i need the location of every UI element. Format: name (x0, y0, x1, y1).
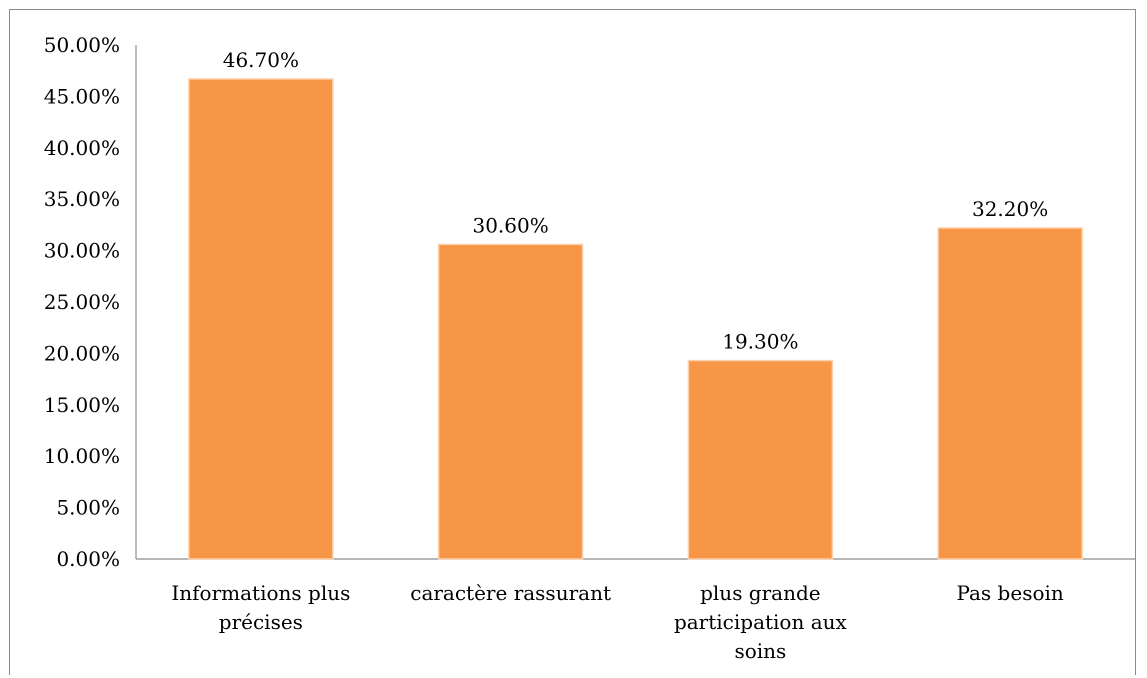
y-tick-label: 0.00% (56, 547, 120, 571)
y-tick-label: 10.00% (44, 444, 120, 468)
category-label: soins (734, 639, 786, 663)
category-label: caractère rassurant (410, 581, 611, 605)
category-label: précises (219, 610, 303, 634)
category-label: plus grande (700, 581, 821, 605)
data-labels: 46.70% 30.60% 19.30% 32.20% (223, 48, 1049, 354)
data-label: 19.30% (722, 330, 798, 354)
y-tick-label: 35.00% (44, 187, 120, 211)
x-axis-category-labels: Informations plus précises caractère rassu… (171, 581, 1064, 663)
y-tick-label: 5.00% (56, 496, 120, 520)
y-tick-label: 45.00% (44, 84, 120, 108)
bar (937, 227, 1083, 560)
category-label: Informations plus (171, 581, 350, 605)
y-tick-label: 30.00% (44, 239, 120, 263)
category-label: participation aux (674, 610, 848, 634)
y-tick-label: 25.00% (44, 290, 120, 314)
data-label: 32.20% (972, 197, 1048, 221)
bars (188, 78, 1083, 560)
bar (687, 359, 834, 560)
y-tick-label: 15.00% (44, 393, 120, 417)
bar (188, 78, 334, 560)
category-label: Pas besoin (956, 581, 1063, 605)
data-label: 46.70% (223, 48, 299, 72)
y-tick-label: 20.00% (44, 341, 120, 365)
y-tick-label: 40.00% (44, 136, 120, 160)
data-label: 30.60% (472, 213, 548, 237)
y-tick-label: 50.00% (44, 33, 120, 57)
bar (437, 243, 584, 560)
y-axis-tick-labels: 0.00% 5.00% 10.00% 15.00% 20.00% 25.00% 30.00%… (44, 33, 120, 571)
